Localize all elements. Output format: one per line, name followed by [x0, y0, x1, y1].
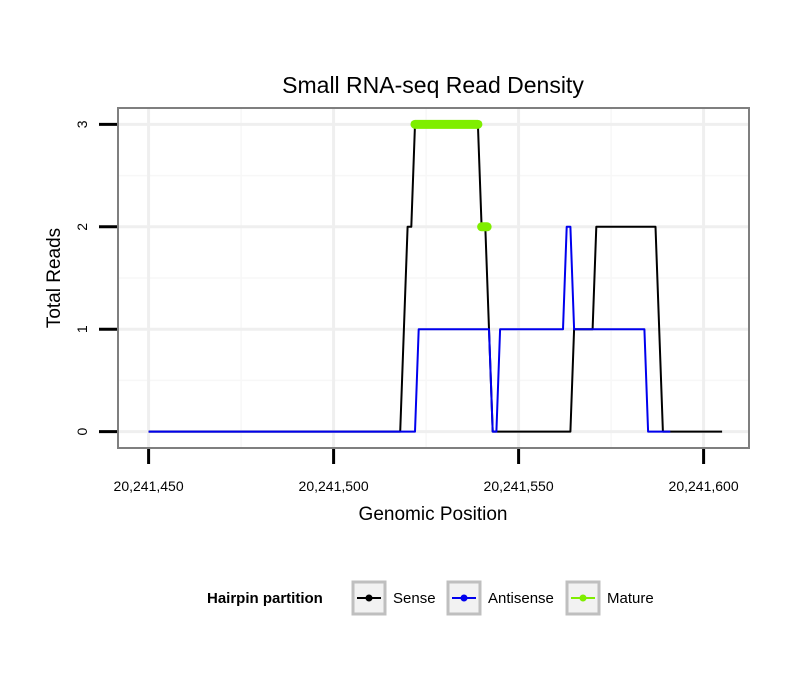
x-tick-label: 20,241,500	[299, 478, 369, 494]
x-axis-label: Genomic Position	[359, 504, 508, 525]
series-antisense-line	[148, 225, 671, 433]
x-tick-label: 20,241,550	[484, 478, 554, 494]
x-tick-label: 20,241,450	[114, 478, 184, 494]
axis-layer: 20,241,450 20,241,500 20,241,550 20,241,600…	[74, 120, 739, 494]
legend: Hairpin partition Sense Antisense Mature	[207, 580, 654, 616]
legend-marker-sense	[365, 594, 373, 602]
grid-layer	[119, 109, 748, 447]
legend-item-antisense: Antisense	[446, 580, 554, 616]
legend-label-antisense: Antisense	[488, 590, 554, 607]
legend-marker-antisense	[460, 594, 468, 602]
y-tick-label: 2	[74, 223, 90, 231]
y-tick-label: 0	[74, 427, 90, 435]
legend-title: Hairpin partition	[207, 590, 323, 607]
legend-label-mature: Mature	[607, 590, 654, 607]
legend-marker-mature	[579, 594, 587, 602]
plot-frame	[117, 107, 750, 449]
legend-label-sense: Sense	[393, 590, 436, 607]
x-tick-label: 20,241,600	[669, 478, 739, 494]
legend-item-sense: Sense	[351, 580, 436, 616]
chart-title: Small RNA-seq Read Density	[282, 72, 584, 98]
y-tick-label: 1	[74, 325, 90, 333]
legend-item-mature: Mature	[565, 580, 654, 616]
y-tick-label: 3	[74, 120, 90, 128]
y-axis-label: Total Reads	[44, 228, 65, 328]
series-layer	[148, 119, 723, 433]
